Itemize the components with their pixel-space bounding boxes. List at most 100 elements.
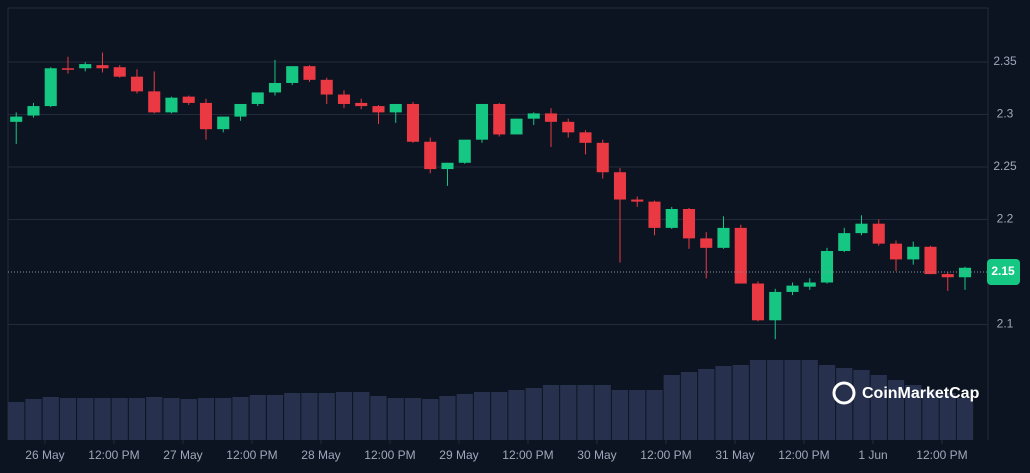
candle-body bbox=[717, 227, 730, 248]
volume-bar bbox=[801, 360, 818, 440]
x-tick-label: 31 May bbox=[715, 448, 754, 462]
volume-bar bbox=[197, 398, 215, 440]
volume-bar bbox=[956, 398, 974, 440]
candle-body bbox=[251, 92, 264, 104]
candle-body bbox=[458, 139, 471, 163]
x-tick-label: 12:00 PM bbox=[916, 448, 967, 462]
candle-body bbox=[406, 103, 420, 142]
y-tick-label: 2.2 bbox=[997, 212, 1014, 226]
candle-body bbox=[286, 66, 299, 83]
candle-body bbox=[303, 66, 316, 80]
volume-bar bbox=[128, 398, 146, 440]
volume-bar bbox=[508, 390, 525, 440]
volume-bar bbox=[715, 366, 732, 440]
volume-bar bbox=[353, 392, 370, 440]
volume-bar bbox=[335, 392, 353, 440]
volume-bar bbox=[42, 397, 59, 440]
candle-body bbox=[734, 227, 747, 284]
volume-bar bbox=[525, 388, 542, 440]
candle-body bbox=[613, 172, 627, 200]
volume-bar bbox=[163, 398, 180, 440]
volume-bar bbox=[473, 392, 491, 440]
x-tick-label: 12:00 PM bbox=[226, 448, 277, 462]
y-tick-label: 2.25 bbox=[993, 159, 1017, 173]
volume-bar bbox=[111, 398, 128, 440]
candle-body bbox=[182, 96, 195, 103]
candle-body bbox=[631, 199, 644, 202]
volume-bar bbox=[646, 390, 663, 440]
candle-body bbox=[337, 94, 351, 104]
candle-body bbox=[493, 103, 506, 135]
candle-body bbox=[889, 243, 903, 260]
volume-bar bbox=[146, 397, 163, 440]
volume-bar bbox=[8, 402, 25, 440]
candle-body bbox=[234, 103, 247, 117]
candle-body bbox=[199, 102, 213, 130]
candle-body bbox=[113, 67, 126, 77]
volume-bar bbox=[870, 375, 887, 440]
y-tick-label: 2.3 bbox=[997, 107, 1014, 121]
volume-bar bbox=[284, 393, 301, 440]
volume-bar bbox=[439, 396, 456, 440]
volume-bar bbox=[422, 399, 439, 440]
candle-body bbox=[27, 106, 40, 116]
volume-bar bbox=[94, 398, 111, 440]
candle-body bbox=[682, 208, 696, 239]
candle-body bbox=[130, 76, 144, 92]
volume-bar bbox=[301, 393, 318, 440]
volume-bar bbox=[818, 365, 836, 440]
volume-bar bbox=[249, 395, 266, 440]
volume-bar bbox=[663, 375, 680, 440]
volume-bar bbox=[594, 385, 611, 440]
volume-bar bbox=[77, 398, 94, 440]
candle-body bbox=[44, 68, 57, 107]
volume-bar bbox=[749, 360, 767, 440]
volume-bar bbox=[491, 392, 508, 440]
volume-bar bbox=[939, 393, 956, 440]
volume-bar bbox=[905, 385, 922, 440]
volume-bar bbox=[698, 369, 715, 440]
volume-bar bbox=[542, 385, 560, 440]
candle-body bbox=[510, 118, 523, 135]
candle-body bbox=[769, 291, 782, 321]
candle-body bbox=[165, 97, 178, 113]
candle-body bbox=[924, 246, 937, 275]
candle-body bbox=[96, 65, 109, 69]
x-tick-label: 1 Jun bbox=[858, 448, 887, 462]
x-tick-label: 12:00 PM bbox=[502, 448, 553, 462]
volume-bar bbox=[180, 399, 197, 440]
candle-body bbox=[424, 141, 437, 170]
volume-bar bbox=[25, 399, 42, 440]
volume-bar bbox=[232, 397, 249, 440]
candle-body bbox=[268, 82, 282, 93]
y-tick-label: 2.35 bbox=[993, 54, 1017, 68]
volume-bar bbox=[767, 360, 784, 440]
candle-body bbox=[562, 121, 575, 133]
volume-bar bbox=[732, 365, 749, 440]
volume-bar bbox=[680, 372, 698, 440]
volume-bar bbox=[404, 398, 422, 440]
x-tick-label: 12:00 PM bbox=[640, 448, 691, 462]
x-tick-label: 30 May bbox=[577, 448, 616, 462]
candle-body bbox=[544, 113, 558, 122]
volume-bar bbox=[629, 390, 646, 440]
candle-body bbox=[855, 223, 868, 234]
candle-body bbox=[700, 238, 713, 248]
x-tick-label: 12:00 PM bbox=[364, 448, 415, 462]
volume-bar bbox=[370, 396, 387, 440]
volume-bar bbox=[456, 394, 473, 440]
volume-bar bbox=[266, 395, 284, 440]
volume-bar bbox=[784, 360, 801, 440]
volume-bar bbox=[59, 398, 77, 440]
candle-body bbox=[648, 201, 661, 228]
candle-body bbox=[596, 142, 609, 173]
x-tick-label: 12:00 PM bbox=[88, 448, 139, 462]
volume-bar bbox=[853, 370, 870, 440]
watermark-logo bbox=[832, 381, 856, 405]
candle-body bbox=[958, 267, 972, 278]
x-tick-label: 26 May bbox=[25, 448, 64, 462]
last-price-label: 2.15 bbox=[991, 264, 1015, 278]
candle-body bbox=[10, 116, 23, 122]
last-price-tag bbox=[987, 258, 1020, 285]
